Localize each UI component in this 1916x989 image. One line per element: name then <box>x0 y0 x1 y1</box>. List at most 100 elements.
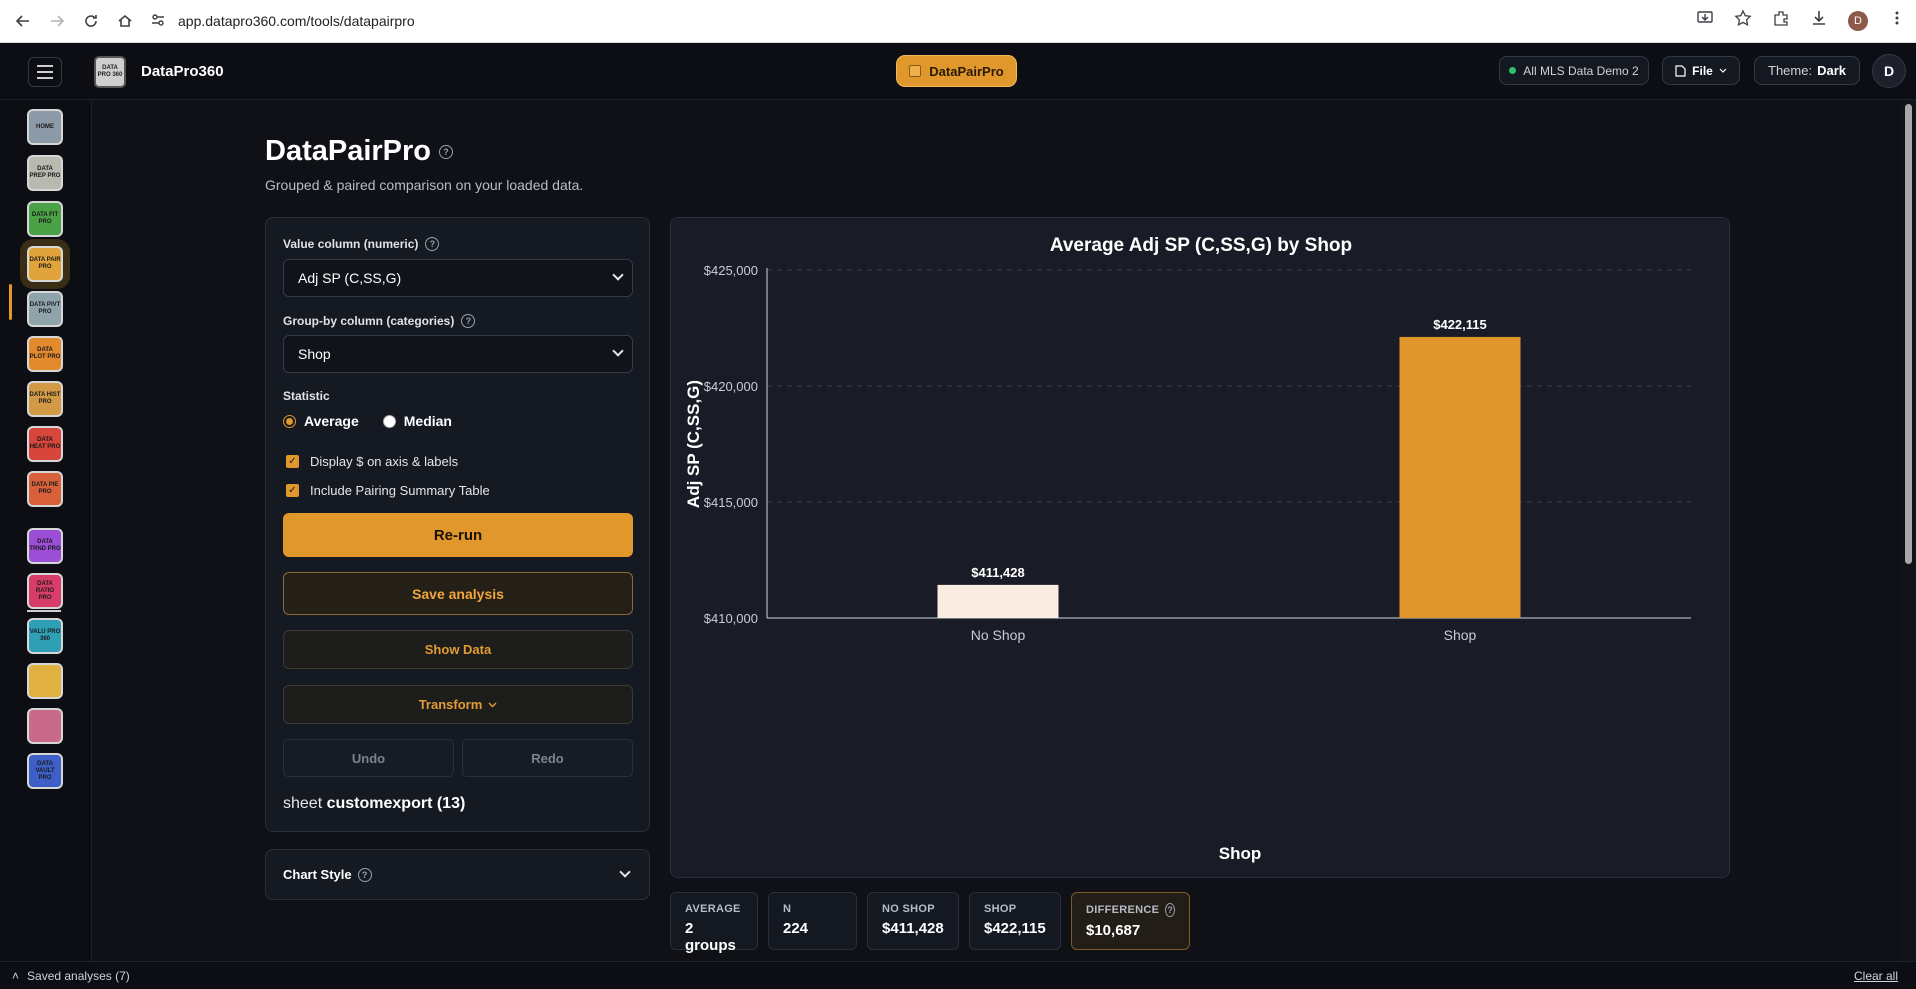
clear-all-link[interactable]: Clear all <box>1853 969 1898 983</box>
display-dollar-label[interactable]: Display $ on axis & labels <box>310 454 459 469</box>
display-dollar-checkbox-row[interactable]: ✓ Display $ on axis & labels <box>286 454 458 469</box>
rail-item-label: DATA TRND PRO <box>29 539 61 552</box>
help-icon[interactable]: ? <box>357 867 372 882</box>
rail-item-label: DATA RATIO PRO <box>35 580 55 601</box>
back-icon[interactable] <box>12 10 34 32</box>
value-column-label-text: Value column (numeric) <box>283 237 419 251</box>
help-icon[interactable]: ? <box>439 144 454 159</box>
page-title-text: DataPairPro <box>265 135 432 167</box>
rerun-button[interactable]: Re-run <box>283 513 633 557</box>
value-column-select[interactable]: Adj SP (C,SS,G) <box>283 259 633 297</box>
pairing-table-checkbox[interactable]: ✓ <box>286 484 299 497</box>
install-app-icon[interactable] <box>1696 9 1714 32</box>
y-tick-label: $415,000 <box>704 495 758 510</box>
radio-average-label[interactable]: Average <box>304 413 359 429</box>
help-icon[interactable]: ? <box>1165 903 1175 917</box>
stat-value: $411,428 <box>882 920 944 937</box>
url-text[interactable]: app.datapro360.com/tools/datapairpro <box>178 13 415 29</box>
data-hist-pro-icon[interactable]: DATA HIST PRO <box>27 381 63 417</box>
chart-style-accordion[interactable]: Chart Style ? <box>265 849 650 900</box>
redo-button[interactable]: Redo <box>462 739 633 777</box>
transform-button[interactable]: Transform <box>283 685 633 724</box>
address-bar[interactable]: app.datapro360.com/tools/datapairpro <box>150 12 415 31</box>
stat-key: DIFFERENCE? <box>1086 903 1175 917</box>
current-tool-pill[interactable]: DataPairPro <box>896 55 1017 87</box>
extensions-icon[interactable] <box>1772 9 1790 32</box>
user-avatar[interactable]: D <box>1872 54 1906 88</box>
bookmark-star-icon[interactable] <box>1734 9 1752 32</box>
downloads-icon[interactable] <box>1810 9 1828 32</box>
data-heat-pro-icon[interactable]: DATA HEAT PRO <box>27 426 63 462</box>
forward-icon[interactable] <box>46 10 68 32</box>
data-prep-pro-icon[interactable]: DATA PREP PRO <box>27 155 63 191</box>
show-data-button[interactable]: Show Data <box>283 630 633 669</box>
radio-average[interactable] <box>283 414 296 428</box>
pairing-table-label[interactable]: Include Pairing Summary Table <box>310 483 490 498</box>
valu-pro-360-icon[interactable]: VALU PRO 360 <box>27 618 63 654</box>
data-label: $422,115 <box>1433 317 1487 332</box>
data-pivt-pro-icon[interactable]: DATA PIVT PRO <box>27 291 63 327</box>
data-fit-pro-icon[interactable]: DATA FIT PRO <box>27 201 63 237</box>
file-menu-button[interactable]: File <box>1662 56 1740 85</box>
y-axis-label: Adj SP (C,SS,G) <box>684 380 703 508</box>
y-tick-label: $420,000 <box>704 379 758 394</box>
save-analysis-button[interactable]: Save analysis <box>283 572 633 615</box>
stat-n: N 224 <box>768 892 857 950</box>
grid-tool-icon[interactable] <box>27 663 63 699</box>
data-trnd-pro-icon[interactable]: DATA TRND PRO <box>27 528 63 564</box>
browser-menu-icon[interactable] <box>1888 9 1906 32</box>
chart-style-label-text: Chart Style <box>283 867 352 882</box>
rail-item-label: DATA PAIR PRO <box>29 257 61 270</box>
chart-title: Average Adj SP (C,SS,G) by Shop <box>1050 235 1352 256</box>
help-icon[interactable]: ? <box>461 314 476 328</box>
stat-key: NO SHOP <box>882 903 935 915</box>
brand-name[interactable]: DataPro360 <box>141 63 224 80</box>
group-column-select[interactable]: Shop <box>283 335 633 373</box>
stat-no-shop: NO SHOP $411,428 <box>867 892 959 950</box>
file-label: File <box>1692 63 1713 78</box>
saved-analyses-toggle[interactable]: ˄ Saved analyses (7) <box>12 969 130 983</box>
rail-item-label: HOME <box>36 123 54 130</box>
chart-style-label: Chart Style ? <box>283 867 372 882</box>
help-icon[interactable]: ? <box>425 237 440 251</box>
report-tool-icon[interactable] <box>27 708 63 744</box>
home-browser-icon[interactable] <box>114 10 136 32</box>
data-plot-pro-icon[interactable]: DATA PLOT PRO <box>27 336 63 372</box>
brand-logo-text: DATA PRO 360 <box>97 65 123 78</box>
statistic-label: Statistic <box>283 389 330 403</box>
hamburger-menu-icon[interactable] <box>28 57 62 87</box>
theme-label: Theme: <box>1768 63 1813 78</box>
controls-panel: Value column (numeric) ? Adj SP (C,SS,G)… <box>265 217 650 832</box>
site-info-icon[interactable] <box>150 12 166 31</box>
scrollbar-thumb[interactable] <box>1905 104 1912 564</box>
display-dollar-checkbox[interactable]: ✓ <box>286 455 299 468</box>
theme-toggle-button[interactable]: Theme: Dark <box>1754 56 1860 85</box>
radio-median[interactable] <box>382 414 396 428</box>
tool-rail: HOME DATA PREP PRO DATA FIT PRO DATA PAIR P… <box>0 100 92 961</box>
data-label: $411,428 <box>971 565 1025 580</box>
radio-median-label[interactable]: Median <box>403 413 452 429</box>
page-scrollbar[interactable] <box>1901 100 1916 961</box>
data-ratio-pro-icon[interactable]: DATA RATIO PRO <box>27 573 63 609</box>
saved-analyses-label: Saved analyses (7) <box>27 969 130 983</box>
x-tick-label: Shop <box>1444 627 1477 643</box>
data-vault-pro-icon[interactable]: DATA VAULT PRO <box>27 753 63 789</box>
dataset-selector[interactable]: All MLS Data Demo 2 <box>1499 56 1649 85</box>
stat-key-text: DIFFERENCE <box>1086 904 1160 916</box>
data-pie-pro-icon[interactable]: DATA PIE PRO <box>27 471 63 507</box>
status-dot-icon <box>1509 67 1517 74</box>
reload-icon[interactable] <box>80 10 102 32</box>
stat-average: AVERAGE 2 groups <box>670 892 758 954</box>
browser-profile-avatar[interactable]: D <box>1848 10 1868 31</box>
data-pair-pro-icon[interactable]: DATA PAIR PRO <box>27 246 63 282</box>
y-tick-label: $425,000 <box>704 263 758 278</box>
stat-shop: SHOP $422,115 <box>969 892 1061 950</box>
home-icon[interactable]: HOME <box>27 109 63 145</box>
y-tick-label: $410,000 <box>704 611 758 626</box>
browser-toolbar: app.datapro360.com/tools/datapairpro D <box>0 0 1916 43</box>
undo-button[interactable]: Undo <box>283 739 454 777</box>
pairing-table-checkbox-row[interactable]: ✓ Include Pairing Summary Table <box>286 483 490 498</box>
brand-logo[interactable]: DATA PRO 360 <box>94 56 126 88</box>
bar <box>937 584 1059 618</box>
rail-item-label: DATA HIST PRO <box>29 392 61 405</box>
